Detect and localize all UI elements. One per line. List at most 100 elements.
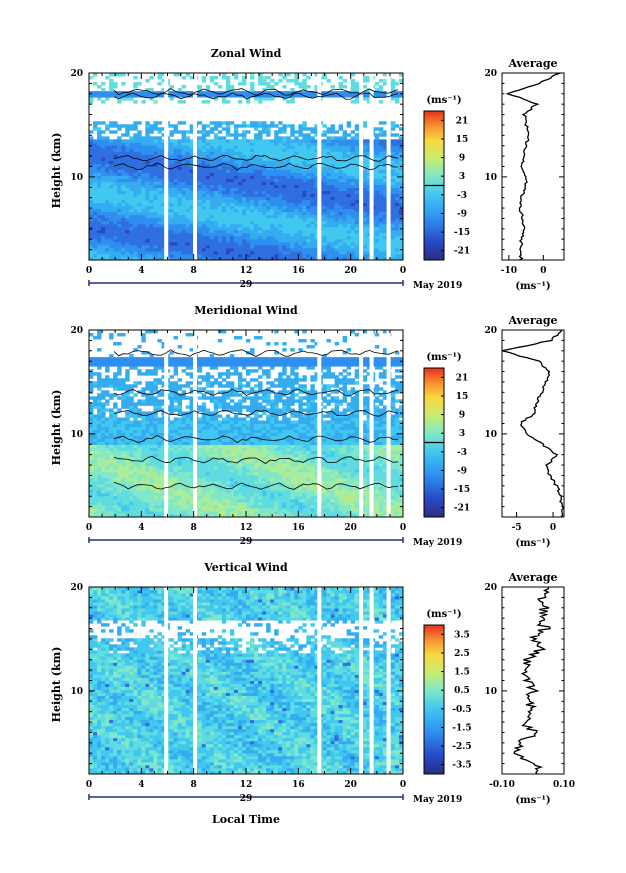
average-y-tick-label: 20: [484, 326, 497, 336]
data-gap: [164, 73, 169, 260]
contour-line: [113, 388, 399, 397]
average-x-tick-label: 0: [540, 266, 546, 276]
data-gap: [317, 330, 322, 517]
average-frame: [501, 72, 565, 261]
average-y-tick-label: 10: [484, 173, 497, 183]
data-gap: [193, 330, 197, 517]
colorbar-tick-label: -21: [454, 504, 470, 514]
x-tick-label: 12: [240, 523, 253, 533]
x-tick-label: 8: [191, 266, 197, 276]
contour-line: [113, 88, 399, 96]
y-tick-label: 20: [70, 326, 83, 336]
colorbar-tick-label: 15: [456, 135, 469, 145]
colorbar-unit: (ms⁻¹): [426, 352, 461, 363]
average-y-tick-label: 20: [484, 69, 497, 79]
colorbar-tick-label: 3.5: [454, 630, 470, 640]
x-tick-label: 0: [86, 266, 92, 276]
colorbar-tick-label: -3.5: [452, 761, 471, 771]
colorbar-tick-label: -15: [454, 485, 470, 495]
x-tick-label: 0: [400, 780, 406, 790]
day-label: 29: [240, 794, 253, 804]
average-profile-line: [505, 72, 561, 261]
date-label: May 2019: [413, 281, 462, 291]
heatmap-field: [89, 73, 404, 261]
y-tick-label: 10: [70, 173, 83, 183]
average-x-tick-label: -0.10: [489, 780, 515, 790]
data-gap: [359, 587, 364, 774]
data-gap: [317, 587, 322, 774]
contour-line: [113, 482, 399, 490]
colorbar-tick-label: -9: [457, 466, 467, 476]
colorbar-tick-label: -0.5: [452, 705, 471, 715]
x-tick-label: 8: [191, 780, 197, 790]
average-x-tick-label: -5: [512, 523, 522, 533]
x-axis-label: Local Time: [212, 813, 280, 826]
average-x-tick-label: -10: [501, 266, 517, 276]
x-tick-label: 16: [292, 523, 305, 533]
average-y-tick-label: 10: [484, 430, 497, 440]
date-axis-end: [88, 280, 404, 286]
colorbar-tick-label: 3: [459, 429, 465, 439]
date-label: May 2019: [413, 538, 462, 548]
x-tick-label: 4: [138, 266, 144, 276]
day-label: 29: [240, 537, 253, 547]
colorbar-tick-label: -15: [454, 228, 470, 238]
data-gap: [386, 587, 391, 774]
colorbar-tick-label: -2.5: [452, 742, 471, 752]
colorbar-unit: (ms⁻¹): [426, 95, 461, 106]
panel-3: Vertical Wind 0 4 8 12 16 20 0 10 20 Height (km) 29…: [50, 561, 575, 806]
x-tick-label: 12: [240, 780, 253, 790]
x-tick-label: 4: [138, 523, 144, 533]
contour-lines: [113, 88, 399, 171]
y-tick-label: 10: [70, 430, 83, 440]
x-tick-label: 12: [240, 266, 253, 276]
y-tick-label: 20: [70, 583, 83, 593]
x-tick-label: 20: [344, 266, 357, 276]
contour-line: [113, 349, 399, 357]
colorbar-tick-label: -9: [457, 209, 467, 219]
x-tick-label: 0: [400, 266, 406, 276]
x-tick-label: 0: [86, 523, 92, 533]
colorbar-tick-label: -21: [454, 247, 470, 257]
data-gap: [369, 330, 374, 517]
contour-line: [113, 92, 399, 100]
colorbar-tick-label: 9: [459, 154, 465, 164]
x-tick-label: 4: [138, 780, 144, 790]
data-gap: [386, 73, 391, 260]
average-unit-label: (ms⁻¹): [515, 281, 550, 292]
x-tick-label: 0: [86, 780, 92, 790]
panel-2: Meridional Wind 0 4 8 12 16 20 0 10 20 Height (km)…: [50, 304, 565, 549]
contour-line: [113, 409, 399, 417]
colorbar-tick-label: 3: [459, 172, 465, 182]
colorbar-tick-label: -1.5: [452, 723, 471, 733]
average-unit-label: (ms⁻¹): [515, 538, 550, 549]
panel-1: Zonal Wind 0 4 8 12 16 20 0 10 20 Height (km) 29 May…: [50, 47, 565, 292]
contour-lines: [113, 349, 399, 490]
data-gap: [193, 73, 197, 260]
data-gap: [359, 330, 364, 517]
y-tick-label: 20: [70, 69, 83, 79]
data-gap: [164, 587, 169, 774]
average-title: Average: [507, 571, 557, 584]
date-label: May 2019: [413, 795, 462, 805]
x-tick-label: 20: [344, 780, 357, 790]
panel-title: Meridional Wind: [194, 304, 298, 317]
x-tick-label: 16: [292, 266, 305, 276]
average-y-tick-label: 20: [484, 583, 497, 593]
average-x-tick-label: 0: [550, 523, 556, 533]
heatmap-field: [89, 330, 404, 518]
average-profile-line: [501, 329, 565, 518]
colorbar-tick-label: 9: [459, 411, 465, 421]
y-axis-label: Height (km): [50, 133, 63, 209]
average-profile-line: [513, 586, 552, 775]
colorbar-tick-label: 0.5: [454, 686, 470, 696]
average-y-tick-label: 10: [484, 687, 497, 697]
date-axis-end: [88, 537, 404, 543]
average-x-tick-label: 0.10: [553, 780, 575, 790]
average-title: Average: [507, 57, 557, 70]
date-axis-end: [88, 794, 404, 800]
contour-line: [113, 455, 399, 464]
data-gap: [317, 73, 322, 260]
colorbar-tick-label: 1.5: [454, 668, 470, 678]
